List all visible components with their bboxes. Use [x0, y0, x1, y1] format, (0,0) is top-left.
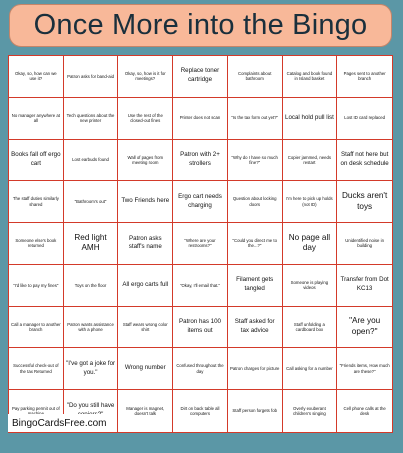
bingo-cell[interactable]: Call a manager to another branch — [9, 306, 64, 349]
bingo-cell[interactable]: No page all day — [282, 223, 338, 265]
bingo-cell[interactable]: Red light AMH — [63, 223, 119, 265]
bingo-cell[interactable]: All ergo carts full — [118, 264, 174, 307]
bingo-cell[interactable]: Staff person forgets fob — [228, 390, 283, 432]
bingo-cell[interactable]: Successful check-out of the tax Returned — [9, 348, 64, 391]
bingo-cell[interactable]: Patron asks staff's name — [118, 223, 174, 265]
bingo-cell[interactable]: Question about locking doors — [227, 181, 283, 224]
bingo-cell[interactable]: Overly exuberant children's singing — [283, 390, 338, 432]
bingo-cell[interactable]: Pay parking permit out of machine — [9, 390, 64, 432]
bingo-cell[interactable]: Two Friends here — [118, 181, 174, 224]
bingo-cell[interactable]: "Friends items, How much are these?" — [337, 348, 392, 391]
bingo-cell[interactable]: Filament gets tangled — [227, 264, 283, 307]
bingo-cell[interactable]: Ergo cart needs charging — [173, 181, 228, 224]
bingo-cell[interactable]: Books fall off ergo cart — [9, 139, 64, 182]
bingo-cell[interactable]: "Are you open?" — [337, 307, 392, 349]
bingo-cell[interactable]: Staff unfolding a cardboard box — [282, 306, 338, 349]
bingo-cell[interactable]: Replace toner cartridge — [173, 56, 228, 98]
bingo-cell[interactable]: Cell phone calls at the desk — [343, 405, 386, 417]
bingo-cell[interactable]: Toys on the floor — [63, 264, 119, 307]
bingo-cell[interactable]: Okay, so, how is it for meetings? — [118, 56, 174, 98]
bingo-cell[interactable]: I'm here to pick up holds (not ID) — [282, 181, 338, 224]
bingo-cell[interactable]: "Okay, I'll email that." — [173, 264, 228, 307]
card-title: Once More into the Bingo — [9, 4, 392, 47]
bingo-cell[interactable]: Patron with 2+ strollers — [173, 139, 228, 182]
bingo-cell[interactable]: Manager is magnet, doesn't talk — [118, 390, 174, 432]
bingo-cell[interactable]: Dirt on back table all computers — [173, 390, 228, 432]
bingo-cell[interactable]: Lost ID card replaced — [337, 98, 392, 140]
bingo-cell[interactable]: Confused throughout the day — [173, 348, 228, 391]
bingo-cell[interactable]: Transfer from Dot KC13 — [337, 265, 392, 307]
bingo-cell[interactable]: Call asking for a number — [282, 348, 338, 391]
bingo-cell[interactable]: Patron charges for picture — [227, 348, 283, 391]
bingo-cell[interactable]: Copier jammed, needs restart — [282, 139, 338, 182]
bingo-cell[interactable]: Printer does not scan — [173, 97, 228, 140]
bingo-cell[interactable]: Wrong number — [118, 348, 174, 391]
bingo-cell[interactable]: Staff not here but on desk schedule — [337, 140, 392, 182]
bingo-cell[interactable]: Patron asks for band-aid — [63, 56, 119, 98]
bingo-cell[interactable]: Patron wants assistance with a phone — [63, 306, 119, 349]
bingo-cell[interactable]: "I've got a joke for you." — [63, 348, 119, 391]
bingo-cell[interactable]: Unidentified noise in building — [337, 223, 392, 265]
bingo-cell[interactable]: The staff duties similarly shared — [9, 181, 64, 224]
bingo-cell[interactable]: Complaints about bathroom — [227, 56, 283, 98]
bingo-cell[interactable]: Ducks aren't toys — [337, 181, 392, 224]
bingo-cell[interactable]: Wall of pages from meeting room — [118, 139, 174, 182]
bingo-cell[interactable]: Someone is playing videos — [282, 264, 338, 307]
bingo-cell[interactable]: "Is the tax form out yet?" — [227, 97, 283, 140]
bingo-cell[interactable]: Local hold pull list — [282, 97, 338, 140]
bingo-card: Okay, so, how can we use it? Patron asks … — [8, 55, 393, 433]
bingo-cell[interactable]: "Bathroom's out" — [63, 181, 119, 224]
site-credit: BingoCardsFree.com — [8, 414, 111, 432]
bingo-cell[interactable]: Lost earbuds found — [63, 139, 119, 182]
bingo-cell[interactable]: No manager anywhere at all — [9, 97, 64, 140]
bingo-cell[interactable]: "Could you direct me to the...?" — [227, 223, 283, 265]
bingo-cell[interactable]: "Why do I have so much fine?" — [227, 139, 283, 182]
bingo-cell[interactable]: Staff wears wrong color shirt — [118, 306, 174, 349]
bingo-cell[interactable]: Use the rest of the closed-out fines — [118, 97, 174, 140]
bingo-cell[interactable]: Patron has 100 items out — [173, 306, 228, 349]
bingo-cell[interactable]: Staff asked for tax advice — [227, 306, 283, 349]
bingo-cell[interactable]: Tech questions about the new printer — [63, 97, 119, 140]
bingo-cell[interactable]: Okay, so, how can we use it? — [9, 56, 64, 98]
bingo-grid: Okay, so, how can we use it? Patron asks … — [9, 56, 392, 432]
bingo-cell[interactable]: Pages sent to another branch — [337, 56, 392, 98]
bingo-cell[interactable]: Catalog and book found in Island basket — [282, 56, 338, 98]
bingo-cell[interactable]: "I'd like to pay my fines" — [9, 264, 64, 307]
bingo-cell[interactable]: Someone else's book returned — [9, 223, 64, 265]
bingo-cell[interactable]: "Where are your restrooms?" — [173, 223, 228, 265]
